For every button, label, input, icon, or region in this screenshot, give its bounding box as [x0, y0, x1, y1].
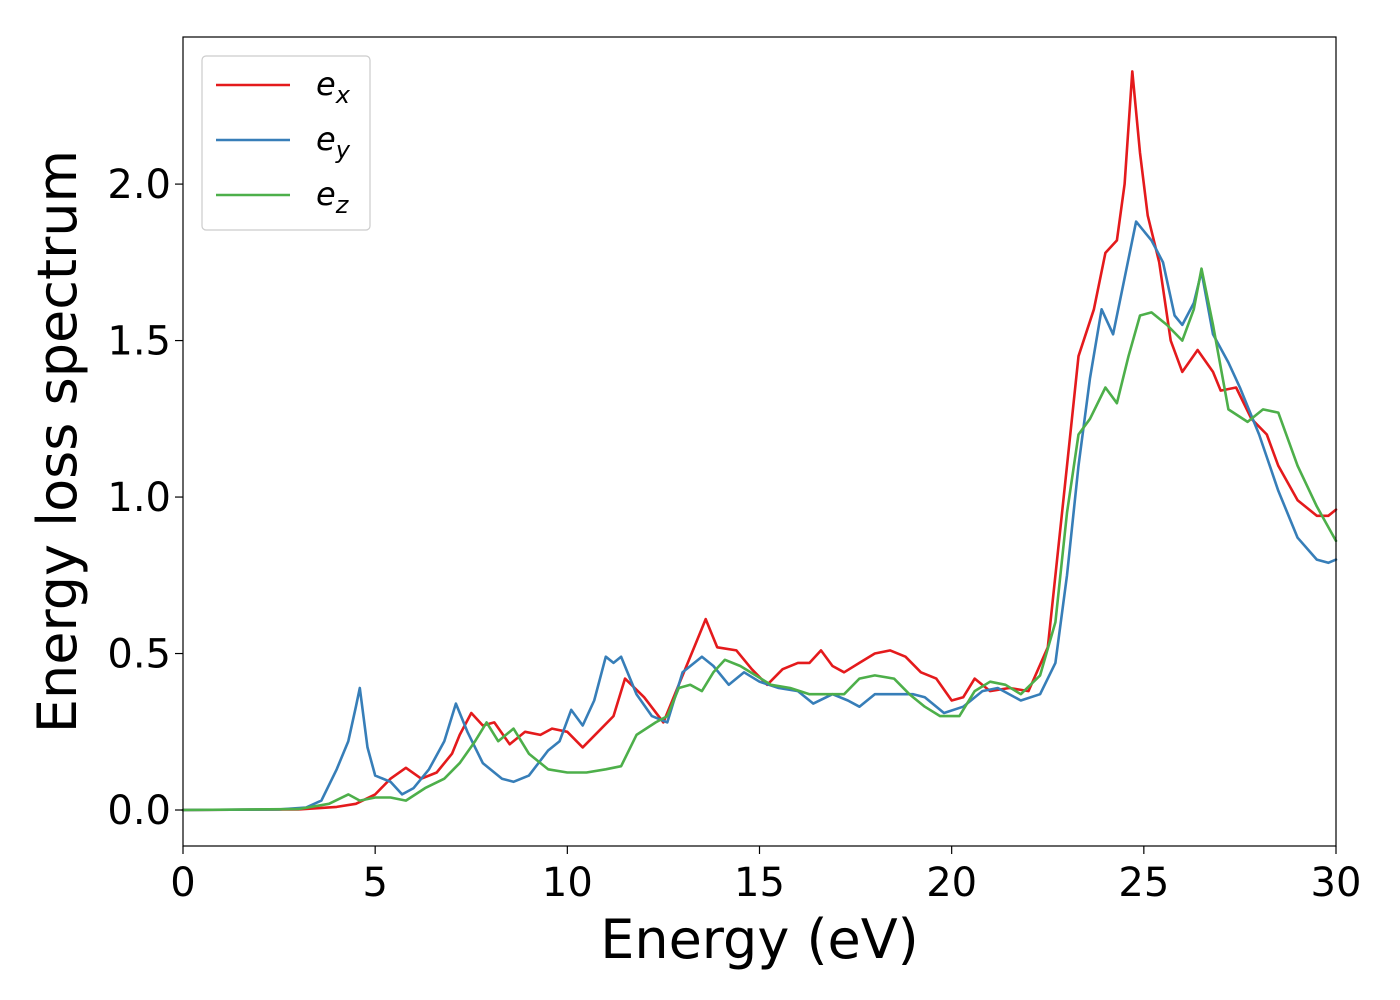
y-tick-label: 0.5 [107, 632, 171, 678]
series-layer [181, 70, 1338, 812]
legend-label-z: ez [316, 175, 350, 219]
y-tick-label: 2.0 [107, 162, 171, 208]
y-tick-label: 1.5 [107, 319, 171, 365]
legend: ex ey ez [201, 55, 371, 231]
x-tick-label: 30 [1311, 860, 1362, 906]
series-line-z [181, 267, 1338, 812]
x-tick-label: 25 [1118, 860, 1169, 906]
legend-box [201, 55, 371, 231]
y-axis-ticks: 0.0 0.5 1.0 1.5 2.0 [107, 162, 183, 834]
legend-label-y: ey [316, 120, 351, 164]
x-tick-label: 20 [926, 860, 977, 906]
y-tick-label: 0.0 [107, 788, 171, 834]
series-line-y [181, 220, 1338, 812]
x-tick-label: 15 [734, 860, 785, 906]
x-tick-label: 0 [170, 860, 195, 906]
y-tick-label: 1.0 [107, 475, 171, 521]
x-tick-label: 10 [542, 860, 593, 906]
y-axis-title: Energy loss spectrum [26, 150, 89, 733]
legend-label-x: ex [316, 65, 351, 109]
x-tick-label: 5 [362, 860, 387, 906]
x-axis-ticks: 0 5 10 15 20 25 30 [170, 846, 1361, 906]
plot-background [183, 37, 1336, 846]
x-axis-title: Energy (eV) [600, 908, 919, 971]
